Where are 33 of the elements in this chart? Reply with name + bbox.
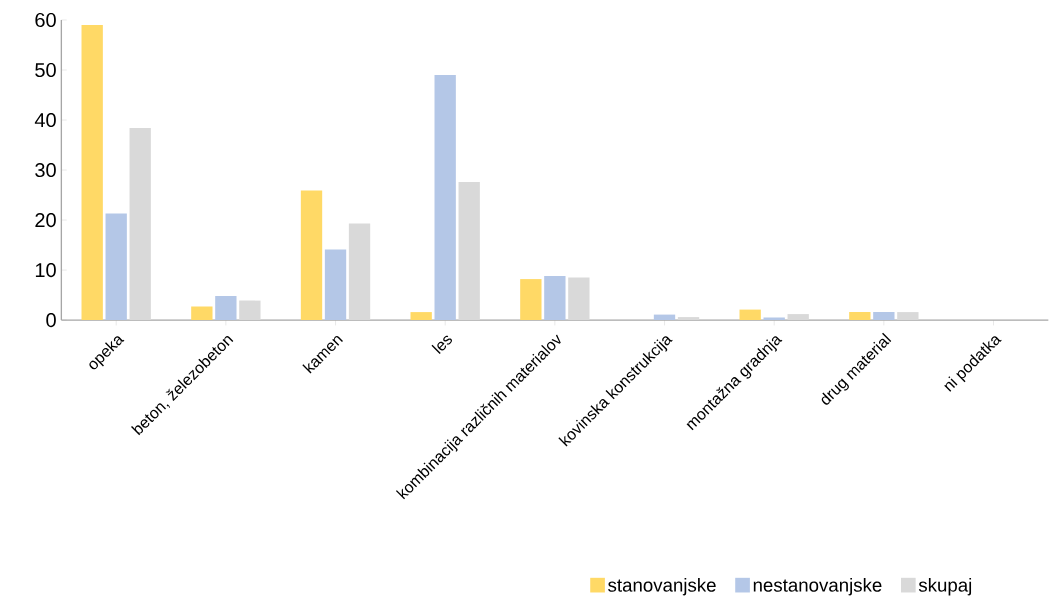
bar <box>81 25 103 321</box>
bar <box>520 279 542 321</box>
y-tick-label: 50 <box>35 63 56 78</box>
bar <box>434 75 456 321</box>
bar <box>849 312 871 321</box>
bar <box>129 128 151 321</box>
bar <box>739 309 761 321</box>
y-tick-label: 60 <box>35 13 56 28</box>
bar <box>873 312 895 321</box>
bar <box>191 306 213 321</box>
x-tick-label: les <box>431 336 452 355</box>
y-tick-label: 0 <box>46 313 56 328</box>
bar <box>300 190 323 321</box>
bar <box>239 300 261 321</box>
y-tick-label: 30 <box>35 163 56 178</box>
y-tick-label: 10 <box>35 263 56 278</box>
bar <box>677 317 700 321</box>
bar <box>105 213 127 321</box>
y-tick-label: 40 <box>34 113 56 128</box>
legend-label: nestanovanjske <box>753 578 882 596</box>
bar <box>348 223 371 321</box>
bar <box>324 249 347 321</box>
bar <box>458 182 480 321</box>
bar <box>215 296 237 321</box>
bar <box>568 277 590 321</box>
legend-label: skupaj <box>918 578 972 596</box>
y-tick-label: 20 <box>35 213 56 228</box>
legend-label: stanovanjske <box>608 578 716 596</box>
bar <box>544 276 566 321</box>
bar <box>897 312 919 321</box>
bar <box>410 312 432 321</box>
bar <box>787 314 809 321</box>
bar <box>653 314 676 321</box>
